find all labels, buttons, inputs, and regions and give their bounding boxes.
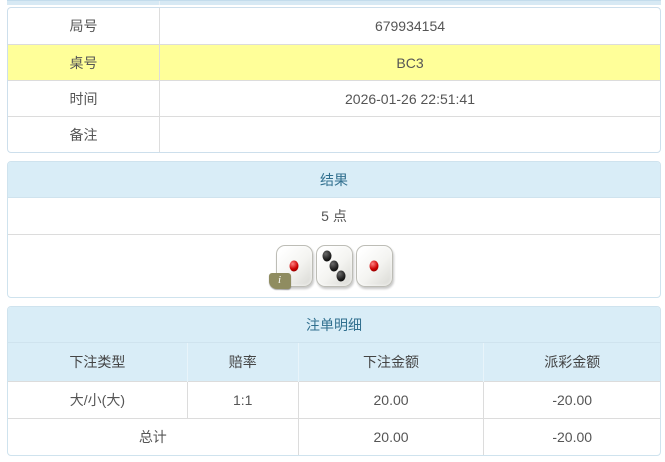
die-pip: [322, 250, 332, 262]
bet-amount-value: 20.00: [297, 380, 484, 418]
bet-type-value: 大/小(大): [8, 380, 188, 418]
bets-table: 下注类型 赔率 下注金额 派彩金额 大/小(大) 1:1 20.00 -20.0…: [8, 343, 660, 455]
result-points: 5 点: [8, 198, 660, 235]
bets-panel: 注单明细 下注类型 赔率 下注金额 派彩金额 大/小(大) 1:1 20.00 …: [7, 306, 661, 456]
remark-row: 备注: [8, 116, 660, 152]
dice-group: i: [268, 245, 394, 289]
game-number-row: 局号 679934154: [8, 8, 660, 44]
time-value: 2026-01-26 22:51:41: [160, 80, 660, 116]
die-2: [315, 245, 353, 287]
odds-value: 1:1: [186, 380, 299, 418]
die-pip: [336, 270, 346, 282]
row-label: 局号: [8, 8, 160, 44]
time-row: 时间 2026-01-26 22:51:41: [8, 80, 660, 116]
dice-row: i: [8, 235, 660, 297]
result-panel: 结果 5 点 i: [7, 161, 661, 298]
table-number-row: 桌号 BC3: [8, 44, 660, 80]
info-icon[interactable]: i: [268, 273, 291, 289]
die-pip: [289, 260, 299, 272]
bet-row: 大/小(大) 1:1 20.00 -20.00: [8, 380, 660, 418]
previous-row-partial: [7, 0, 661, 5]
col-header-odds: 赔率: [186, 343, 299, 381]
game-number-value: 679934154: [374, 18, 446, 34]
total-payout: -20.00: [483, 417, 660, 455]
col-header-bet-amount: 下注金额: [297, 343, 484, 381]
payout-value: -20.00: [483, 380, 660, 418]
total-row: 总计 20.00 -20.00: [8, 417, 660, 455]
row-label: 时间: [8, 80, 160, 116]
die-pip: [369, 260, 379, 272]
bets-panel-title: 注单明细: [8, 307, 660, 343]
col-header-payout: 派彩金额: [483, 343, 660, 381]
game-info-table: 局号 679934154 桌号 BC3 时间 2026-01-26 22:51:…: [7, 7, 661, 153]
total-label: 总计: [8, 417, 299, 455]
result-panel-title: 结果: [8, 162, 660, 198]
die-1: i: [268, 245, 313, 289]
row-label: 备注: [8, 116, 160, 152]
row-label: 桌号: [8, 44, 160, 80]
col-header-bet-type: 下注类型: [8, 343, 188, 381]
column-divider: [159, 1, 160, 5]
remark-value: [160, 116, 660, 152]
total-bet-amount: 20.00: [297, 417, 484, 455]
die-3: [355, 245, 393, 287]
bets-header-row: 下注类型 赔率 下注金额 派彩金额: [8, 343, 660, 381]
die-pip: [329, 260, 339, 272]
table-number-value: BC3: [160, 44, 660, 80]
